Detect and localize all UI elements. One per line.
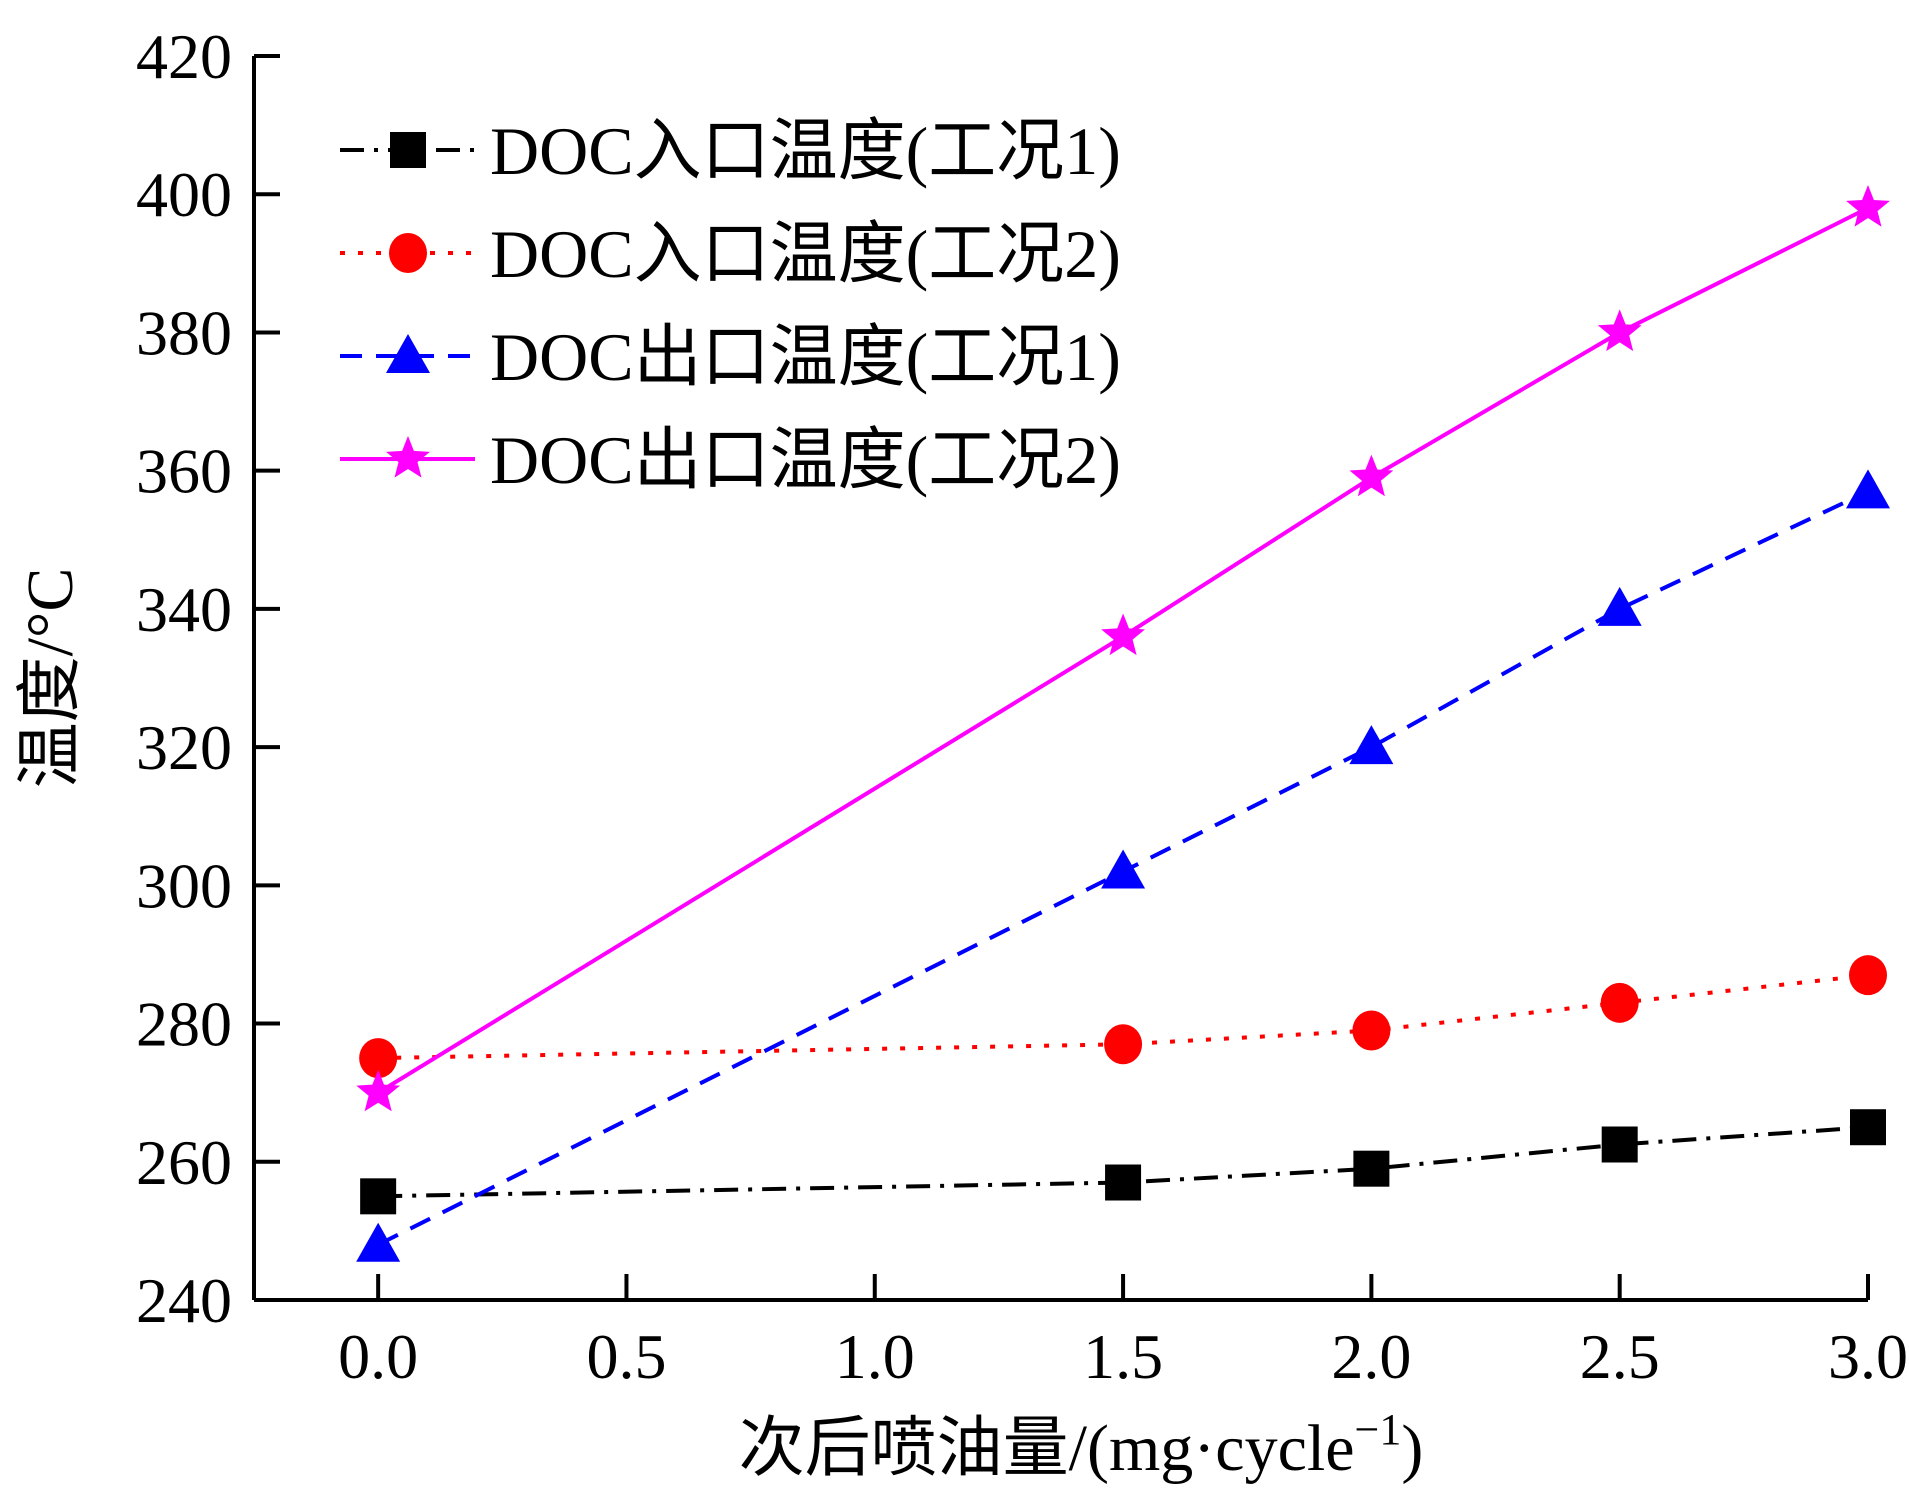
series-1 [360,1109,1886,1215]
data-point [356,1222,401,1262]
y-tick-label: 420 [136,21,232,92]
data-point [1846,185,1890,227]
data-point [1101,613,1145,656]
series-line [378,1125,1869,1199]
y-tick-label: 300 [136,850,232,921]
data-point [360,1178,397,1215]
data-point [1597,309,1642,352]
legend-marker [386,334,430,373]
legend-label: DOC出口温度(工况2) [490,422,1121,498]
y-tick-label: 380 [136,297,232,368]
x-tick-label: 0.0 [338,1321,418,1392]
x-tick-label: 1.0 [835,1321,915,1392]
legend-marker [389,233,427,273]
legend-item: DOC出口温度(工况2) [340,422,1121,498]
x-axis-title-main: 次后喷油量/(mg·cycle [739,1412,1355,1485]
axes [252,56,1868,1302]
series-line [377,489,1869,1247]
legend-label: DOC出口温度(工况1) [490,319,1121,395]
x-tick-label: 2.0 [1331,1321,1411,1392]
legend-label: DOC入口温度(工况2) [490,216,1121,292]
data-point [1349,725,1394,765]
data-point [1846,469,1890,509]
x-tick-label: 0.5 [586,1321,666,1392]
legend-marker [386,436,430,478]
data-point [1101,849,1146,889]
x-tick-label: 2.5 [1580,1321,1660,1392]
data-point [1104,1024,1143,1065]
legend-label: DOC入口温度(工况1) [490,113,1121,189]
series-4 [356,185,1890,1112]
data-point [1352,1010,1391,1051]
data-point [1105,1164,1142,1201]
series-layer [356,185,1890,1262]
y-tick-label: 320 [136,712,232,783]
data-point [1850,1109,1886,1146]
x-tick-label: 3.0 [1828,1321,1908,1392]
data-point [359,1038,398,1079]
y-axis-title: 温度/°C [14,568,87,789]
y-tick-label: 340 [136,574,232,645]
series-3 [356,469,1890,1262]
x-axis-title-superscript: −1 [1355,1405,1402,1454]
data-point [1597,586,1642,626]
legend: DOC入口温度(工况1) DOC入口温度(工况2) DOC出口温度(工况1) DOC出… [340,113,1121,498]
y-tick-label: 400 [136,159,232,230]
data-point [1353,1150,1390,1187]
legend-item: DOC入口温度(工况2) [340,216,1121,292]
y-tick-label: 280 [136,989,232,1060]
y-tick-label: 360 [136,436,232,507]
y-tick-label: 240 [136,1265,232,1336]
x-axis-title: 次后喷油量/(mg·cycle−1) [739,1405,1424,1485]
x-axis-title-close: ) [1401,1412,1423,1485]
series-2 [359,955,1887,1079]
x-ticks: 0.0 0.5 1.0 1.5 2.0 2.5 3.0 [338,1274,1908,1392]
legend-marker [390,132,426,168]
legend-item: DOC入口温度(工况1) [340,113,1121,189]
y-ticks: 240 260 280 300 320 340 360 380 400 420 [136,21,280,1336]
data-point [356,1069,400,1112]
legend-item: DOC出口温度(工况1) [340,319,1121,395]
data-point [1349,454,1394,497]
data-point [1601,1126,1638,1163]
y-tick-label: 260 [136,1127,232,1198]
data-point [1849,955,1887,996]
x-tick-label: 1.5 [1083,1321,1163,1392]
data-point [1600,982,1639,1023]
